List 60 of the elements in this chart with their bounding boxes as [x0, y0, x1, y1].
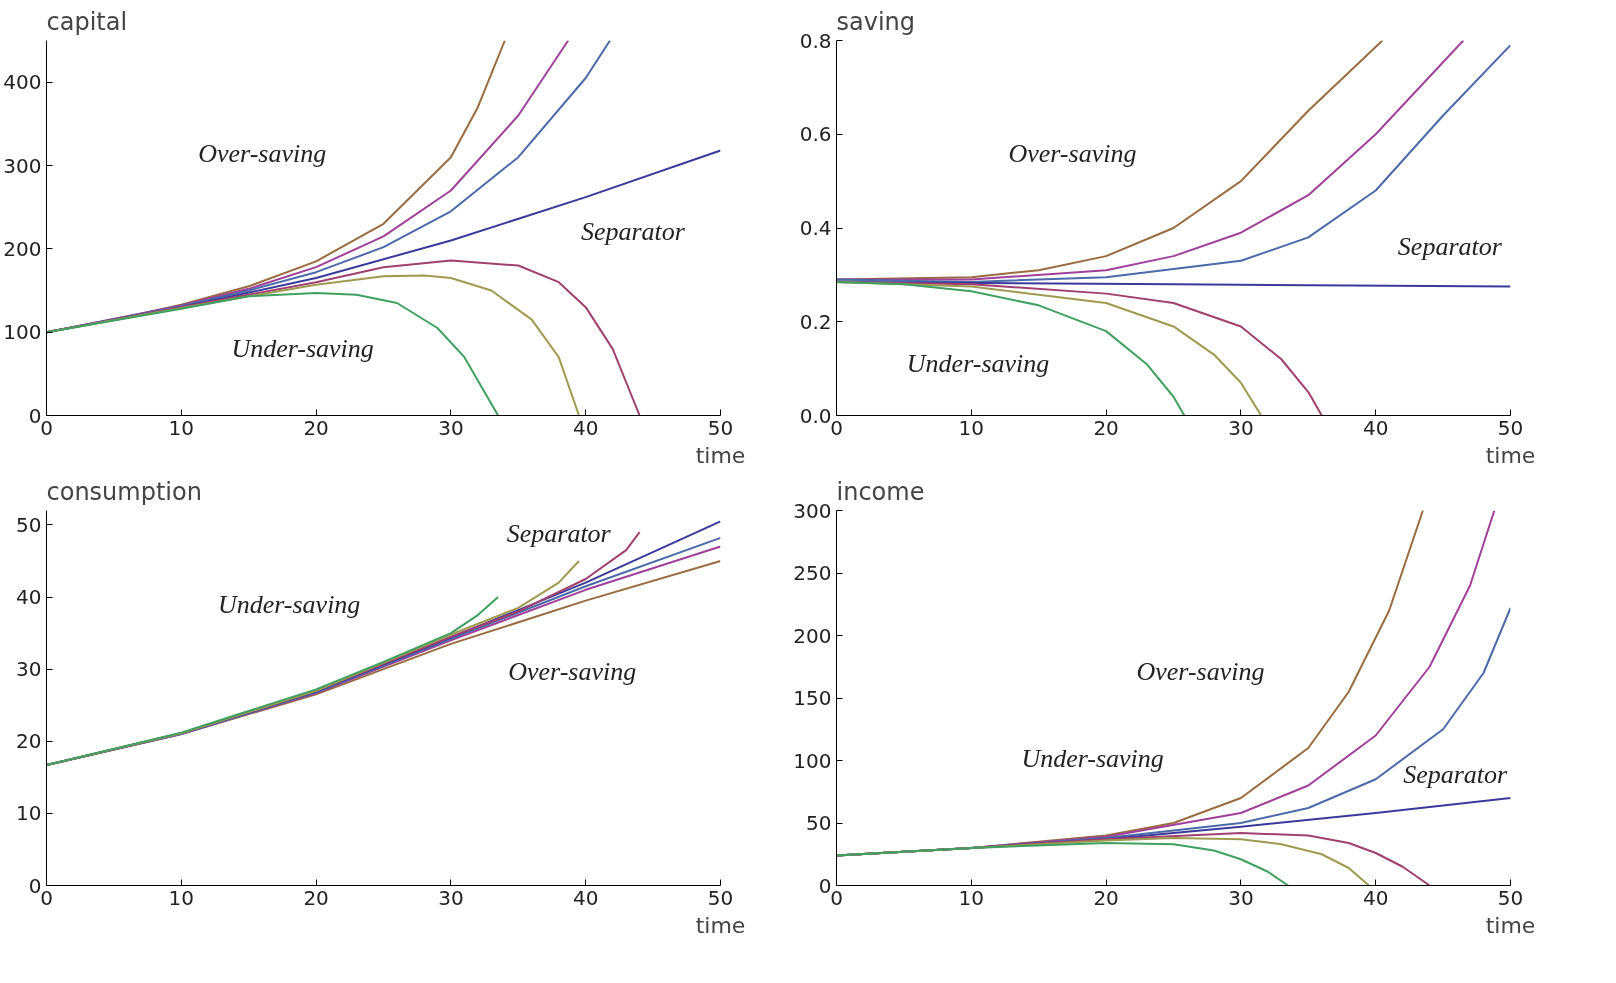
x-tick-label: 20	[1093, 885, 1119, 910]
y-tick-label: 0.8	[799, 28, 832, 53]
y-tick-label: 50	[16, 512, 42, 537]
x-tick-label: 50	[707, 885, 734, 910]
chart-title: saving	[836, 7, 916, 36]
y-tick-label: 30	[16, 657, 42, 682]
y-tick-label: 40	[16, 585, 42, 610]
x-tick-label: 50	[707, 415, 734, 440]
x-tick-label: 40	[1362, 885, 1389, 910]
x-axis-title: time	[695, 442, 746, 468]
y-tick-label: 0.4	[799, 216, 832, 240]
x-tick-label: 30	[438, 415, 464, 440]
y-tick-label: 150	[793, 686, 832, 710]
x-tick-label: 40	[1362, 415, 1389, 440]
x-axis-title: time	[1485, 442, 1536, 468]
x-axis-title: time	[1485, 912, 1536, 938]
chart-title: income	[836, 477, 925, 506]
x-tick-label: 20	[303, 885, 329, 910]
x-tick-label: 20	[1093, 415, 1119, 440]
y-tick-label: 10	[16, 801, 42, 826]
annotation: Over-saving	[1136, 657, 1265, 687]
y-tick-label: 100	[3, 320, 42, 345]
annotation: Under-saving	[1021, 743, 1164, 773]
x-tick-label: 10	[168, 885, 195, 910]
x-tick-label: 10	[168, 415, 195, 440]
chart-title: capital	[46, 7, 128, 36]
annotation: Over-saving	[508, 657, 637, 687]
x-tick-label: 20	[303, 415, 329, 440]
annotation: Separator	[506, 518, 612, 548]
annotation: Over-saving	[1008, 138, 1137, 168]
x-tick-label: 40	[572, 415, 599, 440]
x-tick-label: 40	[572, 885, 599, 910]
chart-title: consumption	[46, 477, 202, 506]
x-tick-label: 50	[1497, 415, 1524, 440]
y-tick-label: 250	[793, 561, 832, 585]
y-tick-label: 300	[793, 498, 832, 523]
x-axis-title: time	[695, 912, 746, 938]
y-tick-label: 0.0	[799, 403, 832, 428]
annotation: Separator	[1397, 232, 1503, 262]
annotation: Under-saving	[217, 589, 361, 619]
y-tick-label: 0.2	[799, 309, 832, 334]
annotation: Separator	[1403, 760, 1509, 790]
y-tick-label: 20	[16, 729, 42, 754]
y-tick-label: 400	[3, 70, 42, 95]
x-tick-label: 30	[438, 885, 464, 910]
annotation: Over-saving	[198, 138, 327, 168]
y-tick-label: 300	[3, 153, 42, 178]
y-tick-label: 0.6	[799, 122, 832, 147]
x-tick-label: 50	[1497, 885, 1524, 910]
y-tick-label: 50	[806, 811, 832, 835]
y-tick-label: 200	[793, 623, 832, 648]
y-tick-label: 100	[793, 748, 832, 773]
x-tick-label: 30	[1228, 885, 1254, 910]
annotation: Separator	[580, 217, 686, 247]
x-tick-label: 10	[958, 885, 985, 910]
annotation: Under-saving	[231, 333, 374, 363]
annotation: Under-saving	[906, 348, 1050, 378]
x-tick-label: 30	[1228, 415, 1254, 440]
x-tick-label: 10	[958, 415, 985, 440]
y-tick-label: 200	[3, 236, 42, 261]
